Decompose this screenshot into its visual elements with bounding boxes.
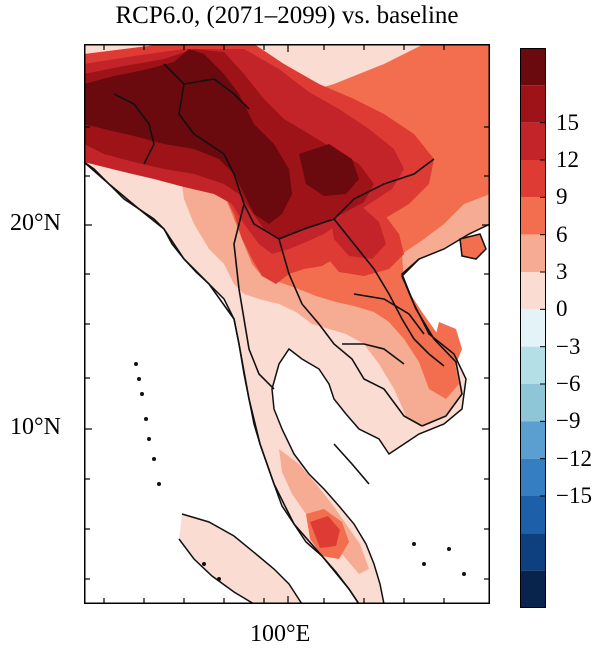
colorbar-swatch: [520, 496, 546, 534]
colorbar-border: [520, 48, 546, 608]
colorbar-swatch: [520, 309, 546, 347]
coastlines: [84, 161, 490, 604]
colorbar-swatch: [520, 48, 546, 86]
island-dots: [134, 362, 466, 581]
colorbar-label: 3: [556, 259, 568, 284]
colorbar-label: 0: [556, 296, 568, 322]
colorbar-label: −9: [556, 408, 581, 434]
colorbar-label: 9: [556, 184, 568, 210]
colorbar-swatch: [520, 570, 546, 608]
colorbar-swatch: [520, 85, 546, 123]
temperature-change-map: [84, 44, 490, 604]
colorbar-swatch: [520, 346, 546, 384]
band-extreme-east: [299, 144, 359, 196]
colorbar-label: −3: [556, 333, 581, 359]
colorbar-label: −12: [556, 445, 592, 471]
lat-label-10n: 10°N: [10, 414, 61, 440]
colorbar-label: −6: [556, 371, 581, 396]
band-12-15-laos: [329, 204, 386, 259]
colorbar-swatches: [520, 48, 546, 608]
colorbar: [520, 48, 546, 608]
map-title: RCP6.0, (2071–2099) vs. baseline: [115, 2, 459, 29]
colorbar-label: 12: [556, 147, 579, 172]
colorbar-swatch: [520, 384, 546, 422]
lon-label-100e: 100°E: [250, 621, 311, 647]
band-9-12-malaysia: [310, 516, 340, 548]
colorbar-swatch: [520, 272, 546, 310]
band-extreme: [84, 49, 292, 224]
map-ticks: [84, 44, 490, 604]
sumatra-landmass: [179, 514, 302, 604]
lat-label-20n: 20°N: [10, 210, 61, 236]
colorbar-swatch: [520, 160, 546, 198]
map-panel: [84, 44, 490, 604]
colorbar-label: 15: [556, 109, 579, 135]
colorbar-swatch: [520, 197, 546, 235]
colorbar-label: −15: [556, 483, 592, 508]
colorbar-swatch: [520, 234, 546, 272]
colorbar-swatch: [520, 533, 546, 571]
colorbar-swatch: [520, 122, 546, 160]
hainan-island: [460, 234, 486, 259]
colorbar-swatch: [520, 421, 546, 459]
colorbar-label: 6: [556, 221, 568, 247]
colorbar-swatch: [520, 458, 546, 496]
